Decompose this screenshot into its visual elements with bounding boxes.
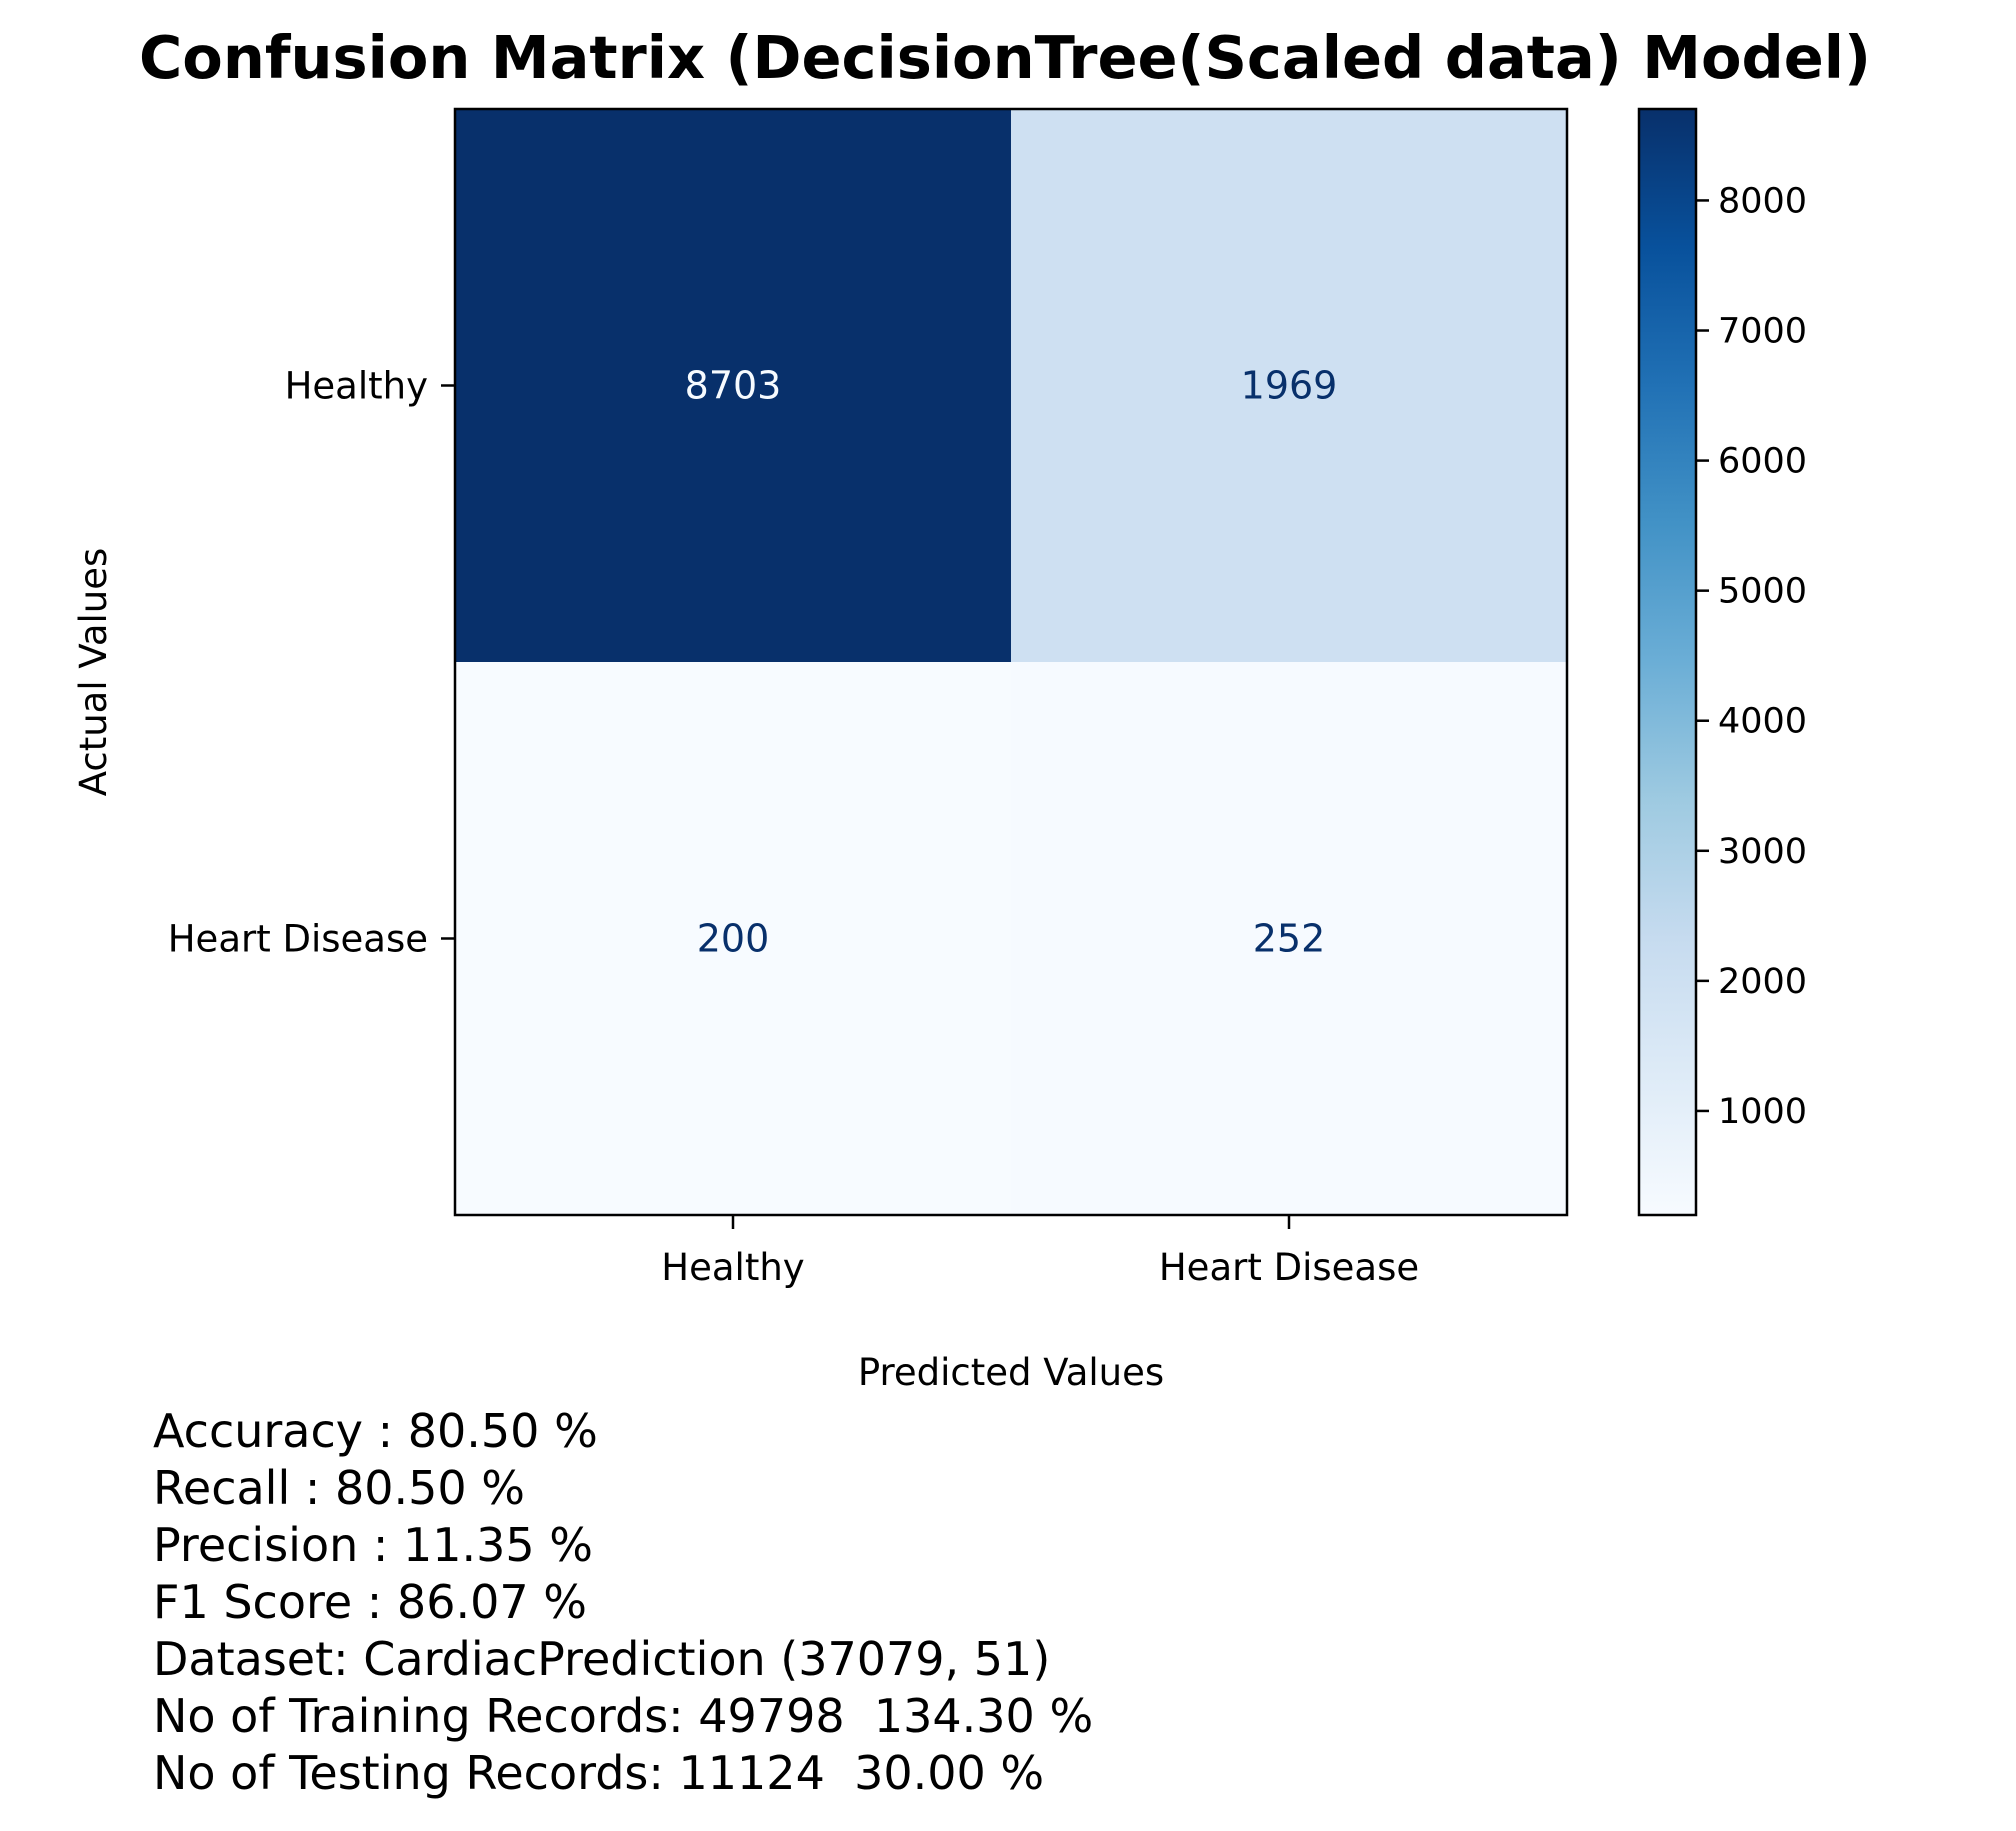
plot-frame [453, 107, 1569, 1217]
y-axis-label: Actual Values [72, 548, 115, 797]
colorbar [1637, 107, 1698, 1217]
chart-title: Confusion Matrix (DecisionTree(Scaled da… [139, 23, 1871, 92]
y-tick-label: Healthy [285, 365, 428, 408]
colorbar-tick-label: 2000 [1718, 962, 1807, 1002]
metric-line: No of Training Records: 49798 134.30 % [153, 1689, 1094, 1743]
x-tick-label: Heart Disease [1159, 1246, 1419, 1289]
matrix-cell [455, 109, 1012, 663]
metric-line: No of Testing Records: 11124 30.00 % [153, 1746, 1045, 1800]
matrix-cells: 8703 1969 200 252 [455, 109, 1568, 1216]
y-axis-ticks: Healthy Heart Disease [168, 365, 455, 961]
colorbar-tick-label: 4000 [1718, 702, 1807, 742]
x-axis-ticks: Healthy Heart Disease [661, 1215, 1419, 1289]
colorbar-ticks: 1000 2000 3000 4000 5000 6000 7000 8000 [1696, 181, 1807, 1132]
x-tick-label: Healthy [661, 1246, 804, 1289]
matrix-cell [1011, 109, 1568, 663]
colorbar-tick-label: 3000 [1718, 832, 1807, 872]
cell-value-label: 8703 [685, 364, 782, 408]
colorbar-tick-label: 5000 [1718, 572, 1807, 612]
y-tick-label: Heart Disease [168, 918, 428, 961]
metric-line: Accuracy : 80.50 % [153, 1404, 598, 1458]
metric-line: Dataset: CardiacPrediction (37079, 51) [153, 1632, 1051, 1686]
colorbar-tick-label: 1000 [1718, 1092, 1807, 1132]
matrix-cell [1011, 662, 1568, 1216]
metric-line: Recall : 80.50 % [153, 1461, 525, 1515]
cell-value-label: 1969 [1241, 364, 1338, 408]
colorbar-tick-label: 7000 [1718, 312, 1807, 352]
colorbar-tick-label: 6000 [1718, 442, 1807, 482]
cell-value-label: 200 [697, 917, 770, 961]
metric-line: F1 Score : 86.07 % [153, 1575, 587, 1629]
cell-value-label: 252 [1253, 917, 1326, 961]
x-axis-label: Predicted Values [858, 1351, 1164, 1394]
colorbar-tick-label: 8000 [1718, 181, 1807, 221]
metric-line: Precision : 11.35 % [153, 1518, 594, 1572]
matrix-cell [455, 662, 1012, 1216]
metrics-panel: Accuracy : 80.50 % Recall : 80.50 % Precis… [153, 1403, 1093, 1802]
